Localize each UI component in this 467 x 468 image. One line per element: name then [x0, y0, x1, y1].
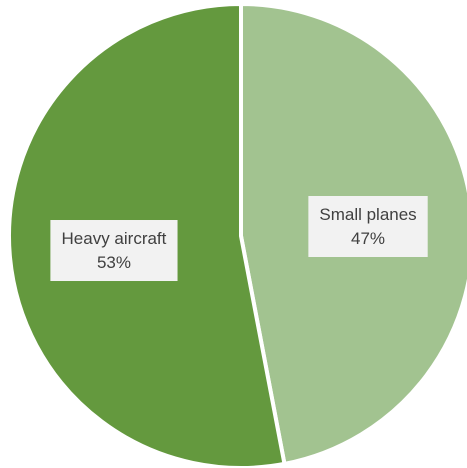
data-label-category: Small planes — [319, 205, 416, 224]
data-label-value: 47% — [351, 229, 385, 248]
data-label-box — [308, 195, 428, 257]
pie-data-labels: Small planes 47% Heavy aircraft 53% — [50, 195, 428, 282]
data-label-category: Heavy aircraft — [62, 229, 167, 248]
data-label-heavy-aircraft: Heavy aircraft 53% — [50, 220, 178, 282]
data-label-small-planes: Small planes 47% — [308, 195, 428, 257]
data-label-value: 53% — [97, 253, 131, 272]
data-label-box — [50, 220, 178, 282]
